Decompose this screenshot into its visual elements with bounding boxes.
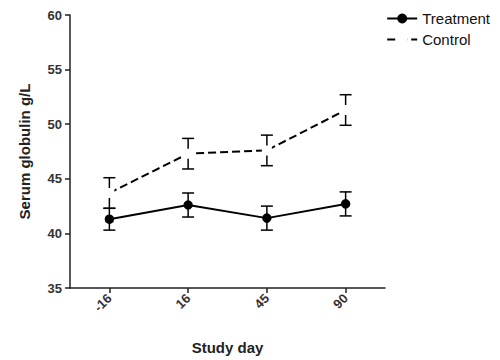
svg-text:55: 55 xyxy=(48,62,62,77)
svg-text:50: 50 xyxy=(48,117,62,132)
svg-text:-16: -16 xyxy=(91,291,115,315)
svg-text:Serum globulin g/L: Serum globulin g/L xyxy=(16,84,33,220)
svg-text:90: 90 xyxy=(330,291,351,312)
svg-text:40: 40 xyxy=(48,226,62,241)
svg-text:16: 16 xyxy=(173,291,194,312)
svg-text:35: 35 xyxy=(48,281,62,296)
svg-text:Control: Control xyxy=(422,31,470,48)
svg-text:Treatment: Treatment xyxy=(422,10,491,27)
svg-text:Study day: Study day xyxy=(192,339,264,356)
svg-text:45: 45 xyxy=(48,171,62,186)
svg-text:45: 45 xyxy=(251,291,272,312)
svg-text:60: 60 xyxy=(48,8,62,23)
